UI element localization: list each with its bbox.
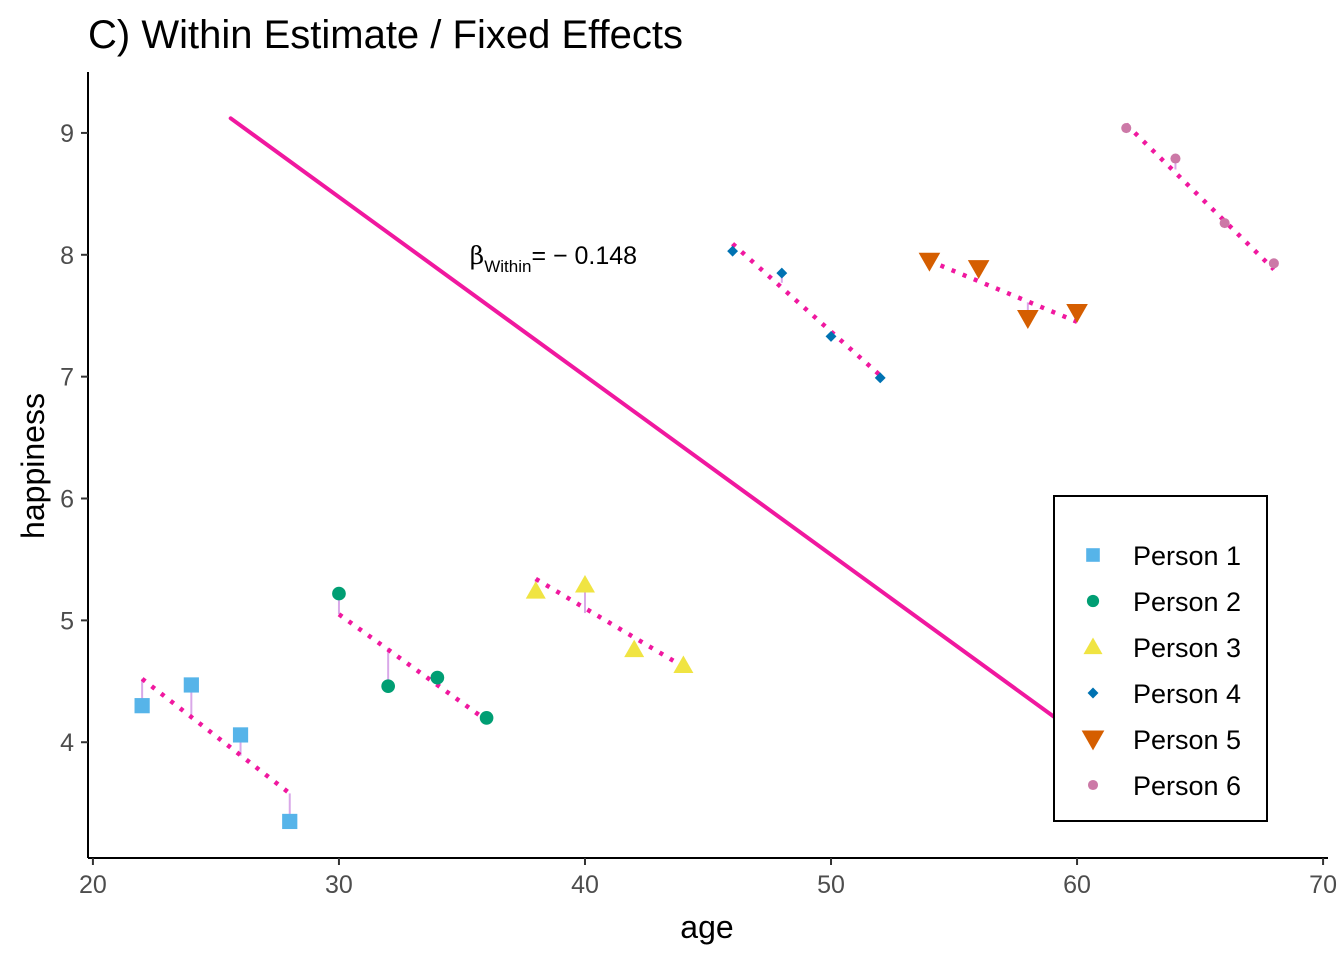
y-tick-label: 6 [60,486,74,514]
x-tick-label: 70 [1309,871,1337,899]
within-fit-line [1124,122,1276,272]
data-point [183,677,199,693]
y-tick-label: 5 [60,607,74,635]
beta-annotation: βWithin= − 0.148 [470,241,637,276]
legend-key [1086,548,1100,562]
legend-key [1081,730,1105,751]
x-axis-label: age [680,909,733,945]
data-point [430,670,445,685]
within-fit-lines [140,122,1276,796]
x-tick-label: 60 [1063,871,1091,899]
data-point [282,813,298,830]
data-point [1121,123,1132,134]
axes: 20 30 40 50 60 70 4 5 6 7 8 9 [60,72,1337,899]
data-point [624,639,645,658]
data-point [479,711,494,725]
y-tick-label: 7 [60,364,74,392]
data-point [673,655,694,673]
data-point [1017,310,1039,329]
legend-key [1087,687,1099,699]
x-tick-label: 50 [817,871,845,899]
within-fit-line [731,242,882,378]
data-point [1066,303,1088,323]
legend-label: Person 1 [1133,541,1241,571]
data-point [332,586,346,601]
within-fit-line [337,612,488,723]
y-axis-label: happiness [15,393,51,539]
data-point [874,372,886,384]
within-fit-line [140,677,292,796]
y-tick-label: 9 [60,120,74,148]
y-tick-label: 4 [60,729,74,757]
data-point [381,679,395,694]
data-point [134,698,150,714]
legend: Person 1 Person 2 Person 3 Person 4 Person 5… [1053,495,1268,822]
legend-label: Person 4 [1133,679,1241,709]
data-point [727,245,739,257]
y-tick-label: 8 [60,242,74,270]
legend-label: Person 6 [1133,771,1241,801]
legend-key [1083,637,1103,655]
overall-regression-line [228,116,1070,729]
data-point [1268,258,1279,269]
x-tick-label: 20 [79,871,107,899]
data-point [918,252,941,272]
within-fit-line [928,258,1078,324]
data-point [1170,153,1181,164]
beta-annotation-text: βWithin= − 0.148 [470,241,637,276]
x-tick-label: 40 [571,871,599,899]
within-fit-line [534,577,685,669]
legend-key [1087,779,1099,791]
x-tick-label: 30 [325,871,353,899]
legend-key [1086,594,1100,608]
chart-title: C) Within Estimate / Fixed Effects [88,13,683,57]
data-point [1219,218,1230,229]
data-point [825,330,837,342]
data-point [574,575,595,593]
data-point [525,581,546,599]
overall-line [228,116,1070,729]
data-point [776,267,788,279]
data-point [967,260,990,279]
legend-label: Person 2 [1133,587,1241,617]
legend-label: Person 5 [1133,725,1241,755]
data-point [232,727,249,743]
data-points [134,123,1279,830]
legend-label: Person 3 [1133,633,1241,663]
